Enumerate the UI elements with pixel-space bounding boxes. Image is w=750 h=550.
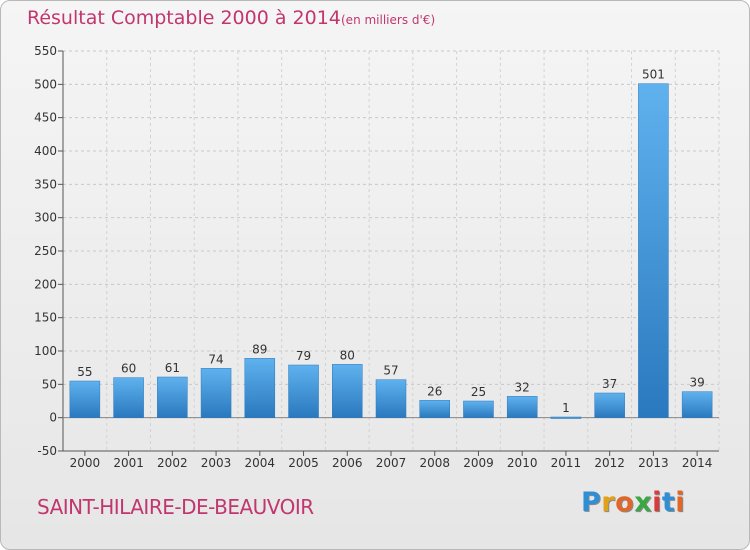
value-label: 25 — [471, 385, 486, 399]
x-tick-label: 2004 — [245, 456, 276, 470]
value-label: 1 — [562, 401, 570, 415]
x-tick-label: 2005 — [288, 456, 319, 470]
value-label: 26 — [427, 384, 442, 398]
value-label: 32 — [515, 380, 530, 394]
bar — [332, 364, 363, 418]
value-label: 37 — [602, 377, 617, 391]
y-tick-label: 150 — [34, 311, 57, 325]
logo-letter: t — [661, 487, 676, 518]
logo-letter: i — [652, 487, 662, 518]
bar — [157, 376, 188, 418]
y-tick-label: 350 — [34, 177, 57, 191]
y-tick-label: 100 — [34, 344, 57, 358]
y-tick-label: 400 — [34, 144, 57, 158]
bar — [375, 379, 407, 418]
x-tick-label: 2008 — [419, 456, 450, 470]
chart-title: Résultat Comptable 2000 à 2014 — [27, 7, 341, 29]
logo-letter: r — [601, 487, 616, 518]
y-tick-label: 0 — [49, 411, 57, 425]
y-tick-label: 500 — [34, 77, 57, 91]
x-tick-label: 2001 — [113, 456, 144, 470]
value-label: 79 — [296, 349, 311, 363]
y-tick-label: 50 — [42, 377, 57, 391]
commune-name: SAINT-HILAIRE-DE-BEAUVOIR — [37, 495, 314, 519]
x-tick-label: 2007 — [376, 456, 407, 470]
x-tick-label: 2006 — [332, 456, 363, 470]
bar — [244, 358, 276, 418]
y-tick-label: -50 — [37, 444, 57, 458]
value-label: 55 — [77, 365, 92, 379]
logo-letter: P — [581, 487, 602, 518]
chart-subtitle: (en milliers d'€) — [341, 13, 436, 27]
bar — [69, 380, 101, 418]
y-tick-label: 550 — [34, 44, 57, 58]
logo-letter: x — [634, 487, 653, 518]
x-tick-label: 2014 — [682, 456, 713, 470]
value-label: 39 — [689, 376, 704, 390]
x-tick-label: 2011 — [551, 456, 582, 470]
y-tick-label: 450 — [34, 111, 57, 125]
x-tick-label: 2002 — [157, 456, 188, 470]
x-tick-label: 2013 — [638, 456, 669, 470]
x-tick-label: 2012 — [594, 456, 625, 470]
bar — [681, 391, 713, 418]
bar — [419, 400, 450, 418]
bars — [69, 83, 713, 419]
logo-letter: o — [615, 487, 635, 518]
bar — [550, 416, 582, 419]
y-tick-label: 300 — [34, 211, 57, 225]
value-label: 89 — [252, 342, 267, 356]
value-label: 80 — [340, 348, 355, 362]
value-label: 61 — [165, 361, 180, 375]
x-tick-label: 2010 — [507, 456, 538, 470]
x-tick-label: 2000 — [70, 456, 101, 470]
bar — [463, 400, 494, 418]
proxiti-logo: Proxiti — [581, 487, 685, 518]
bar — [113, 377, 144, 418]
x-tick-label: 2009 — [463, 456, 494, 470]
logo-letter: i — [675, 487, 686, 518]
bar — [638, 83, 669, 418]
value-label: 60 — [121, 362, 136, 376]
value-label: 501 — [642, 68, 665, 82]
y-tick-label: 200 — [34, 277, 57, 291]
bar — [506, 396, 538, 418]
value-label: 74 — [208, 352, 223, 366]
bar — [200, 368, 232, 418]
bar — [594, 392, 625, 418]
x-tick-label: 2003 — [201, 456, 232, 470]
y-tick-label: 250 — [34, 244, 57, 258]
value-label: 57 — [383, 364, 398, 378]
bar — [288, 364, 319, 418]
labels: -50 0 50 100 150 200 250 300 350 400 450 500 550 55 20… — [34, 44, 712, 470]
